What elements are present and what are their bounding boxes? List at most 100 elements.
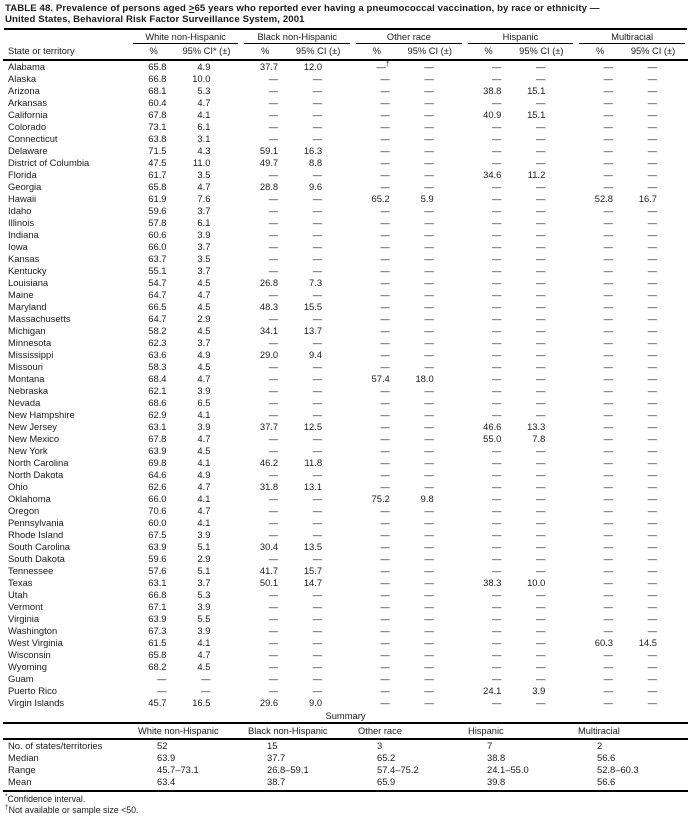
ci-value: —	[647, 421, 657, 432]
ci-value: —	[424, 337, 434, 348]
percent-value: —	[380, 517, 390, 528]
ci-value: 9.4	[309, 349, 323, 360]
summary-row-label: No. of states/territories	[8, 740, 103, 751]
ci-value: —	[424, 289, 434, 300]
state-rows: Alabama 65.8 4.9 37.7 12.0 —† — — — — — Alaska 66.8 1…	[3, 60, 688, 709]
ci-value: 4.7	[197, 97, 211, 108]
ci-value: —	[647, 181, 657, 192]
ci-value: 4.1	[197, 637, 211, 648]
percent-value: —	[492, 145, 502, 156]
ci-value: 14.5	[638, 637, 657, 648]
state-name: Colorado	[8, 121, 47, 132]
percent-value: 65.8	[148, 61, 167, 72]
ci-value: —	[312, 133, 323, 144]
ci-value: 4.9	[197, 61, 211, 72]
percent-value: —	[603, 361, 613, 372]
ci-value: 13.1	[303, 481, 323, 492]
state-name: Georgia	[8, 181, 42, 192]
percent-value: —	[380, 505, 390, 516]
table-row: Alaska 66.8 10.0 — — — — — — — —	[3, 73, 688, 85]
ci-value: —	[424, 325, 434, 336]
ci-value: —	[647, 313, 657, 324]
summary-rows: No. of states/territories 52 15 3 7 2 Median 63…	[3, 739, 688, 792]
summary-row-label: Mean	[3, 776, 138, 792]
ci-value: —	[535, 637, 546, 648]
percent-value: —	[603, 349, 613, 360]
summary-value: 26.8–59.1	[267, 764, 309, 775]
percent-value: —	[492, 157, 502, 168]
ci-value: —	[535, 361, 546, 372]
ci-value: 18.0	[415, 373, 434, 384]
percent-value: —	[380, 145, 390, 156]
state-name: Vermont	[8, 601, 43, 612]
percent-value: —	[603, 529, 613, 540]
percent-value: —	[603, 565, 613, 576]
ci-value: —	[424, 265, 434, 276]
state-name: Mississippi	[8, 349, 54, 360]
state-name: Missouri	[8, 361, 43, 372]
percent-value: —	[492, 73, 502, 84]
ci-value: —	[535, 673, 546, 684]
ci-value: —	[312, 601, 323, 612]
ci-value: 5.9	[420, 193, 434, 204]
ci-value: 16.3	[303, 145, 323, 156]
ci-value: 10.0	[192, 73, 211, 84]
percent-value: —	[268, 109, 279, 120]
ci-value: 4.1	[197, 493, 211, 504]
percent-value: —	[492, 61, 502, 72]
ci-value: 12.0	[303, 61, 323, 72]
percent-value: —	[268, 517, 279, 528]
ci-value: 10.0	[527, 577, 546, 588]
percent-value: —	[380, 625, 390, 636]
percent-value: —	[603, 145, 613, 156]
ci-value: —	[647, 409, 657, 420]
ci-value: —	[312, 493, 323, 504]
ci-value: —	[424, 517, 434, 528]
percent-value: —	[268, 529, 279, 540]
ci-value: 11.2	[527, 169, 546, 180]
state-name: Guam	[8, 673, 34, 684]
percent-value: —	[603, 205, 613, 216]
ci-value: —	[535, 97, 546, 108]
percent-value: 61.5	[148, 637, 167, 648]
percent-value: —	[492, 277, 502, 288]
state-name: Minnesota	[8, 337, 52, 348]
summary-value: 65.2	[377, 752, 396, 763]
footnotes: *Confidence interval. †Not available or …	[3, 793, 688, 815]
percent-value: —	[492, 217, 502, 228]
percent-value: —	[492, 493, 502, 504]
percent-value: —	[380, 673, 390, 684]
ci-value: —	[312, 637, 323, 648]
ci-value: —	[424, 529, 434, 540]
ci-value: —	[312, 265, 323, 276]
percent-value: —	[268, 193, 279, 204]
percent-value: —	[603, 73, 613, 84]
percent-value: 68.6	[148, 397, 167, 408]
ci-value: —	[312, 613, 323, 624]
ci-value: —	[535, 253, 546, 264]
ci-value: 4.7	[197, 373, 211, 384]
table-row: Missouri 58.3 4.5 — — — — — — — —	[3, 361, 688, 373]
state-name: Wyoming	[8, 661, 47, 672]
ci-value: —	[647, 625, 657, 636]
percent-value: —	[492, 445, 502, 456]
percent-value: 31.8	[259, 481, 279, 492]
percent-value: —	[603, 133, 613, 144]
percent-value: —	[603, 169, 613, 180]
ci-value: 16.5	[192, 697, 211, 708]
ci-header-multiracial: 95% CI (±)	[624, 44, 688, 61]
percent-value: 66.5	[148, 301, 167, 312]
table-row: North Carolina 69.8 4.1 46.2 11.8 — — — — — —	[3, 457, 688, 469]
ci-value: 4.5	[197, 277, 211, 288]
percent-value: —	[492, 361, 502, 372]
ci-value: —	[647, 301, 657, 312]
percent-value: —	[268, 601, 279, 612]
percent-value: 67.1	[148, 601, 167, 612]
table-row: Kentucky 55.1 3.7 — — — — — — — —	[3, 265, 688, 277]
ci-value: —	[312, 253, 323, 264]
percent-value: 47.5	[148, 157, 167, 168]
pct-header-hispanic: %	[464, 44, 513, 61]
ci-value: —	[535, 277, 546, 288]
percent-value: 59.6	[148, 205, 167, 216]
